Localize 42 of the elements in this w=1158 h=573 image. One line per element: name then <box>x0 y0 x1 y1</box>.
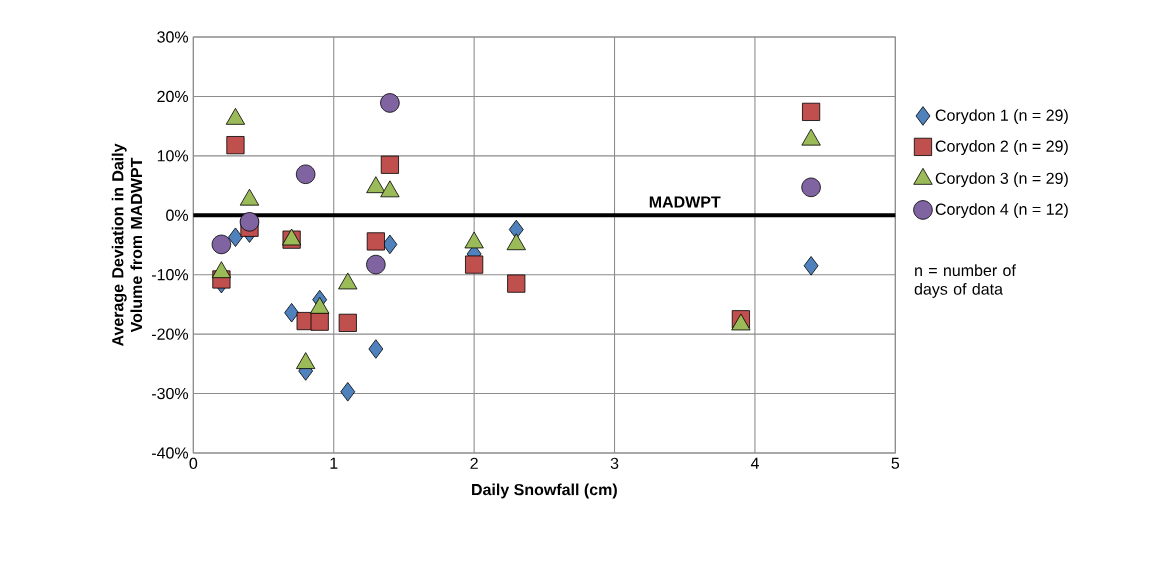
point <box>340 382 356 402</box>
point <box>228 227 243 247</box>
ref-line-label: MADWPT <box>649 196 721 208</box>
legend-label: Corydon 1 (n = 29) <box>935 109 1068 125</box>
point <box>802 102 821 121</box>
point <box>366 232 385 251</box>
legend-label: Corydon 2 (n = 29) <box>935 140 1068 155</box>
point <box>382 234 398 255</box>
point <box>338 313 357 332</box>
x-tick-label: 2 <box>470 457 478 469</box>
x-tick-label: 4 <box>750 457 759 469</box>
legend-label: Corydon 3 (n = 29) <box>935 172 1068 188</box>
point <box>507 274 526 293</box>
y-tick-label: 30% <box>157 31 189 43</box>
point <box>380 93 400 113</box>
x-tick-label: 0 <box>189 457 198 470</box>
point <box>226 136 245 155</box>
point <box>465 255 484 274</box>
point <box>211 234 232 255</box>
point <box>803 256 819 276</box>
y-tick-label: -10% <box>151 269 189 281</box>
y-tick-label: -20% <box>151 328 189 340</box>
x-tick-label: 5 <box>891 457 900 469</box>
y-tick-label: -30% <box>151 387 189 400</box>
point <box>239 212 260 232</box>
legend-label: Corydon 4 (n = 12) <box>935 203 1068 219</box>
x-tick-label: 3 <box>610 457 619 470</box>
x-tick-label: 1 <box>330 457 338 469</box>
y-tick-label: -40% <box>151 447 189 459</box>
y-tick-label: 0% <box>166 209 189 221</box>
x-axis-title: Daily Snowfall (cm) <box>472 483 617 499</box>
y-tick-label: 20% <box>157 90 189 103</box>
point <box>310 312 329 331</box>
point <box>380 155 399 174</box>
y-tick-label: 10% <box>157 150 189 162</box>
point <box>284 303 300 323</box>
point <box>366 254 386 275</box>
point <box>295 164 316 184</box>
point <box>801 177 821 198</box>
y-axis-title: Average Deviation in Daily Volume from MADWPT <box>111 143 143 347</box>
point <box>368 339 384 359</box>
text: n = number of days of data <box>914 264 1016 298</box>
